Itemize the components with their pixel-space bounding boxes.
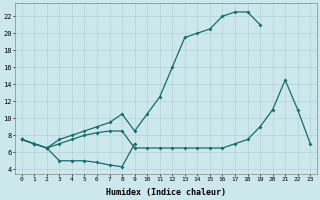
X-axis label: Humidex (Indice chaleur): Humidex (Indice chaleur) bbox=[106, 188, 226, 197]
